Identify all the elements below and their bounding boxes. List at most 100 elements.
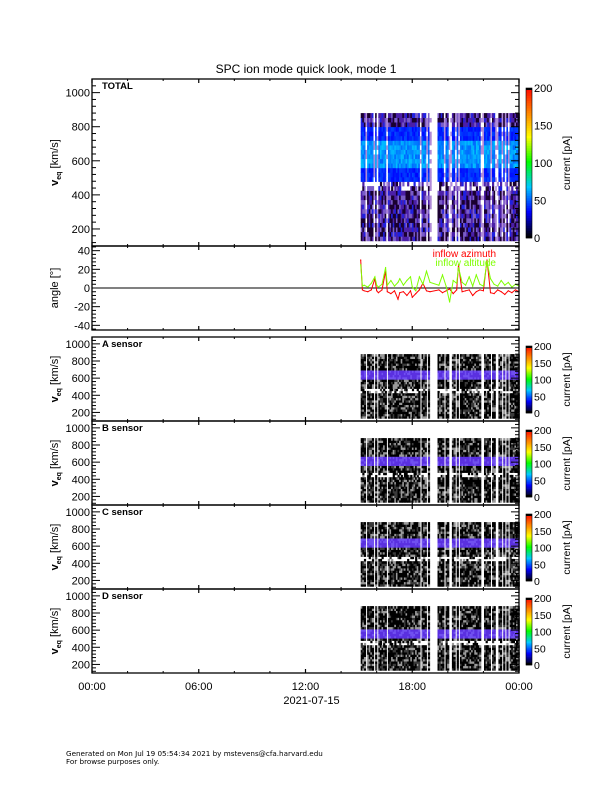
colorbar-segment [526, 565, 532, 567]
colorbar-segment [526, 350, 532, 352]
colorbar-segment [526, 433, 532, 435]
data-point [381, 289, 383, 291]
colorbar-segment [526, 558, 532, 561]
colorbar-segment [526, 230, 532, 234]
colorbar-segment [526, 130, 532, 134]
y-tick-label: -20 [74, 302, 90, 314]
colorbar-segment [526, 394, 532, 396]
colorbar-segment [526, 135, 532, 139]
colorbar-segment [526, 627, 532, 629]
data-point [361, 289, 363, 291]
colorbar-segment [526, 103, 532, 106]
colorbar-segment [526, 392, 532, 395]
colorbar-segment [526, 356, 532, 358]
colorbar-segment [526, 491, 532, 493]
colorbar-segment [526, 569, 532, 572]
colorbar-segment [526, 379, 532, 381]
colorbar-segment [526, 434, 532, 436]
colorbar-segment [526, 516, 532, 518]
colorbar-tick-label: 150 [534, 442, 552, 454]
data-point [461, 281, 463, 283]
colorbar-segment [526, 399, 532, 402]
data-point [415, 290, 417, 292]
colorbar-segment [526, 170, 532, 174]
colorbar-segment [526, 113, 532, 116]
y-axis-label-angle: angle [°] [49, 268, 61, 308]
data-point [429, 281, 431, 283]
data-point [397, 298, 399, 300]
colorbar-segment [526, 520, 532, 523]
data-point [376, 290, 378, 292]
data-point [507, 281, 509, 283]
colorbar-tick-label: 200 [534, 509, 552, 521]
colorbar-segment [526, 562, 532, 564]
colorbar-segment [526, 404, 532, 406]
colorbar-segment [526, 647, 532, 649]
data-point [418, 289, 420, 291]
colorbar-segment [526, 383, 532, 386]
heatmap-total [360, 113, 520, 242]
colorbar-segment [526, 440, 532, 442]
data-point [377, 286, 379, 288]
data-point [425, 270, 428, 272]
data-point [402, 284, 404, 286]
y-tick-label: 0 [84, 283, 90, 295]
colorbar-segment [526, 183, 532, 186]
data-point [425, 290, 428, 292]
colorbar-segment [526, 489, 532, 491]
colorbar-segment [526, 471, 532, 473]
colorbar-segment [526, 377, 532, 379]
data-point [461, 291, 463, 293]
y-tick-label: 400 [72, 558, 90, 570]
colorbar-segment [526, 352, 532, 355]
colorbar-top-cap [526, 346, 532, 348]
colorbar-segment [526, 465, 532, 468]
colorbar-label: current [pA] [561, 604, 573, 658]
footer-browse-note: For browse purposes only. [66, 757, 160, 766]
colorbar-segment [526, 228, 532, 231]
colorbar-segment [526, 535, 532, 537]
colorbar-segment [526, 486, 532, 489]
colorbar-frame [525, 429, 533, 498]
colorbar-top-cap [526, 598, 532, 600]
colorbar-segment [526, 396, 532, 398]
colorbar-segment [526, 110, 532, 114]
colorbar-segment [526, 543, 532, 545]
colorbar-segment [526, 398, 532, 400]
colorbar-segment [526, 519, 532, 521]
data-point [361, 285, 363, 287]
y-tick-label: 400 [72, 642, 90, 654]
colorbar-segment [526, 160, 532, 164]
y-tick-label: 600 [72, 457, 90, 469]
colorbar-segment [526, 437, 532, 440]
colorbar-segment [526, 618, 532, 620]
colorbar-segment [526, 473, 532, 475]
colorbar-segment [526, 659, 532, 661]
colorbar-label: current [pA] [561, 352, 573, 406]
panel-label-total: TOTAL [102, 81, 133, 92]
colorbar-segment [526, 128, 532, 131]
colorbar-segment [526, 609, 532, 611]
colorbar-segment [526, 464, 532, 467]
data-point [445, 290, 447, 292]
colorbar-segment [526, 173, 532, 176]
x-tick-label: 00:00 [78, 681, 106, 693]
y-tick-label: 1000 [66, 423, 90, 435]
data-point [390, 279, 392, 282]
series-line-inflow-azimuth [360, 259, 520, 301]
colorbar-segment [526, 375, 532, 377]
colorbar-segment [526, 521, 532, 524]
colorbar-segment [526, 576, 532, 578]
footer-generated: Generated on Mon Jul 19 05:54:34 2021 by… [66, 749, 323, 758]
colorbar-bottom-cap [526, 236, 532, 238]
colorbar-segment [526, 367, 532, 369]
colorbar-segment [526, 605, 532, 608]
colorbar-tick-label: 150 [534, 610, 552, 622]
colorbar-tick-label: 150 [534, 358, 552, 370]
data-point [393, 290, 396, 292]
colorbar-top-cap [526, 430, 532, 432]
colorbar-segment [526, 536, 532, 538]
colorbar-segment [526, 233, 532, 236]
colorbar-segment [526, 388, 532, 390]
colorbar-segment [526, 406, 532, 408]
